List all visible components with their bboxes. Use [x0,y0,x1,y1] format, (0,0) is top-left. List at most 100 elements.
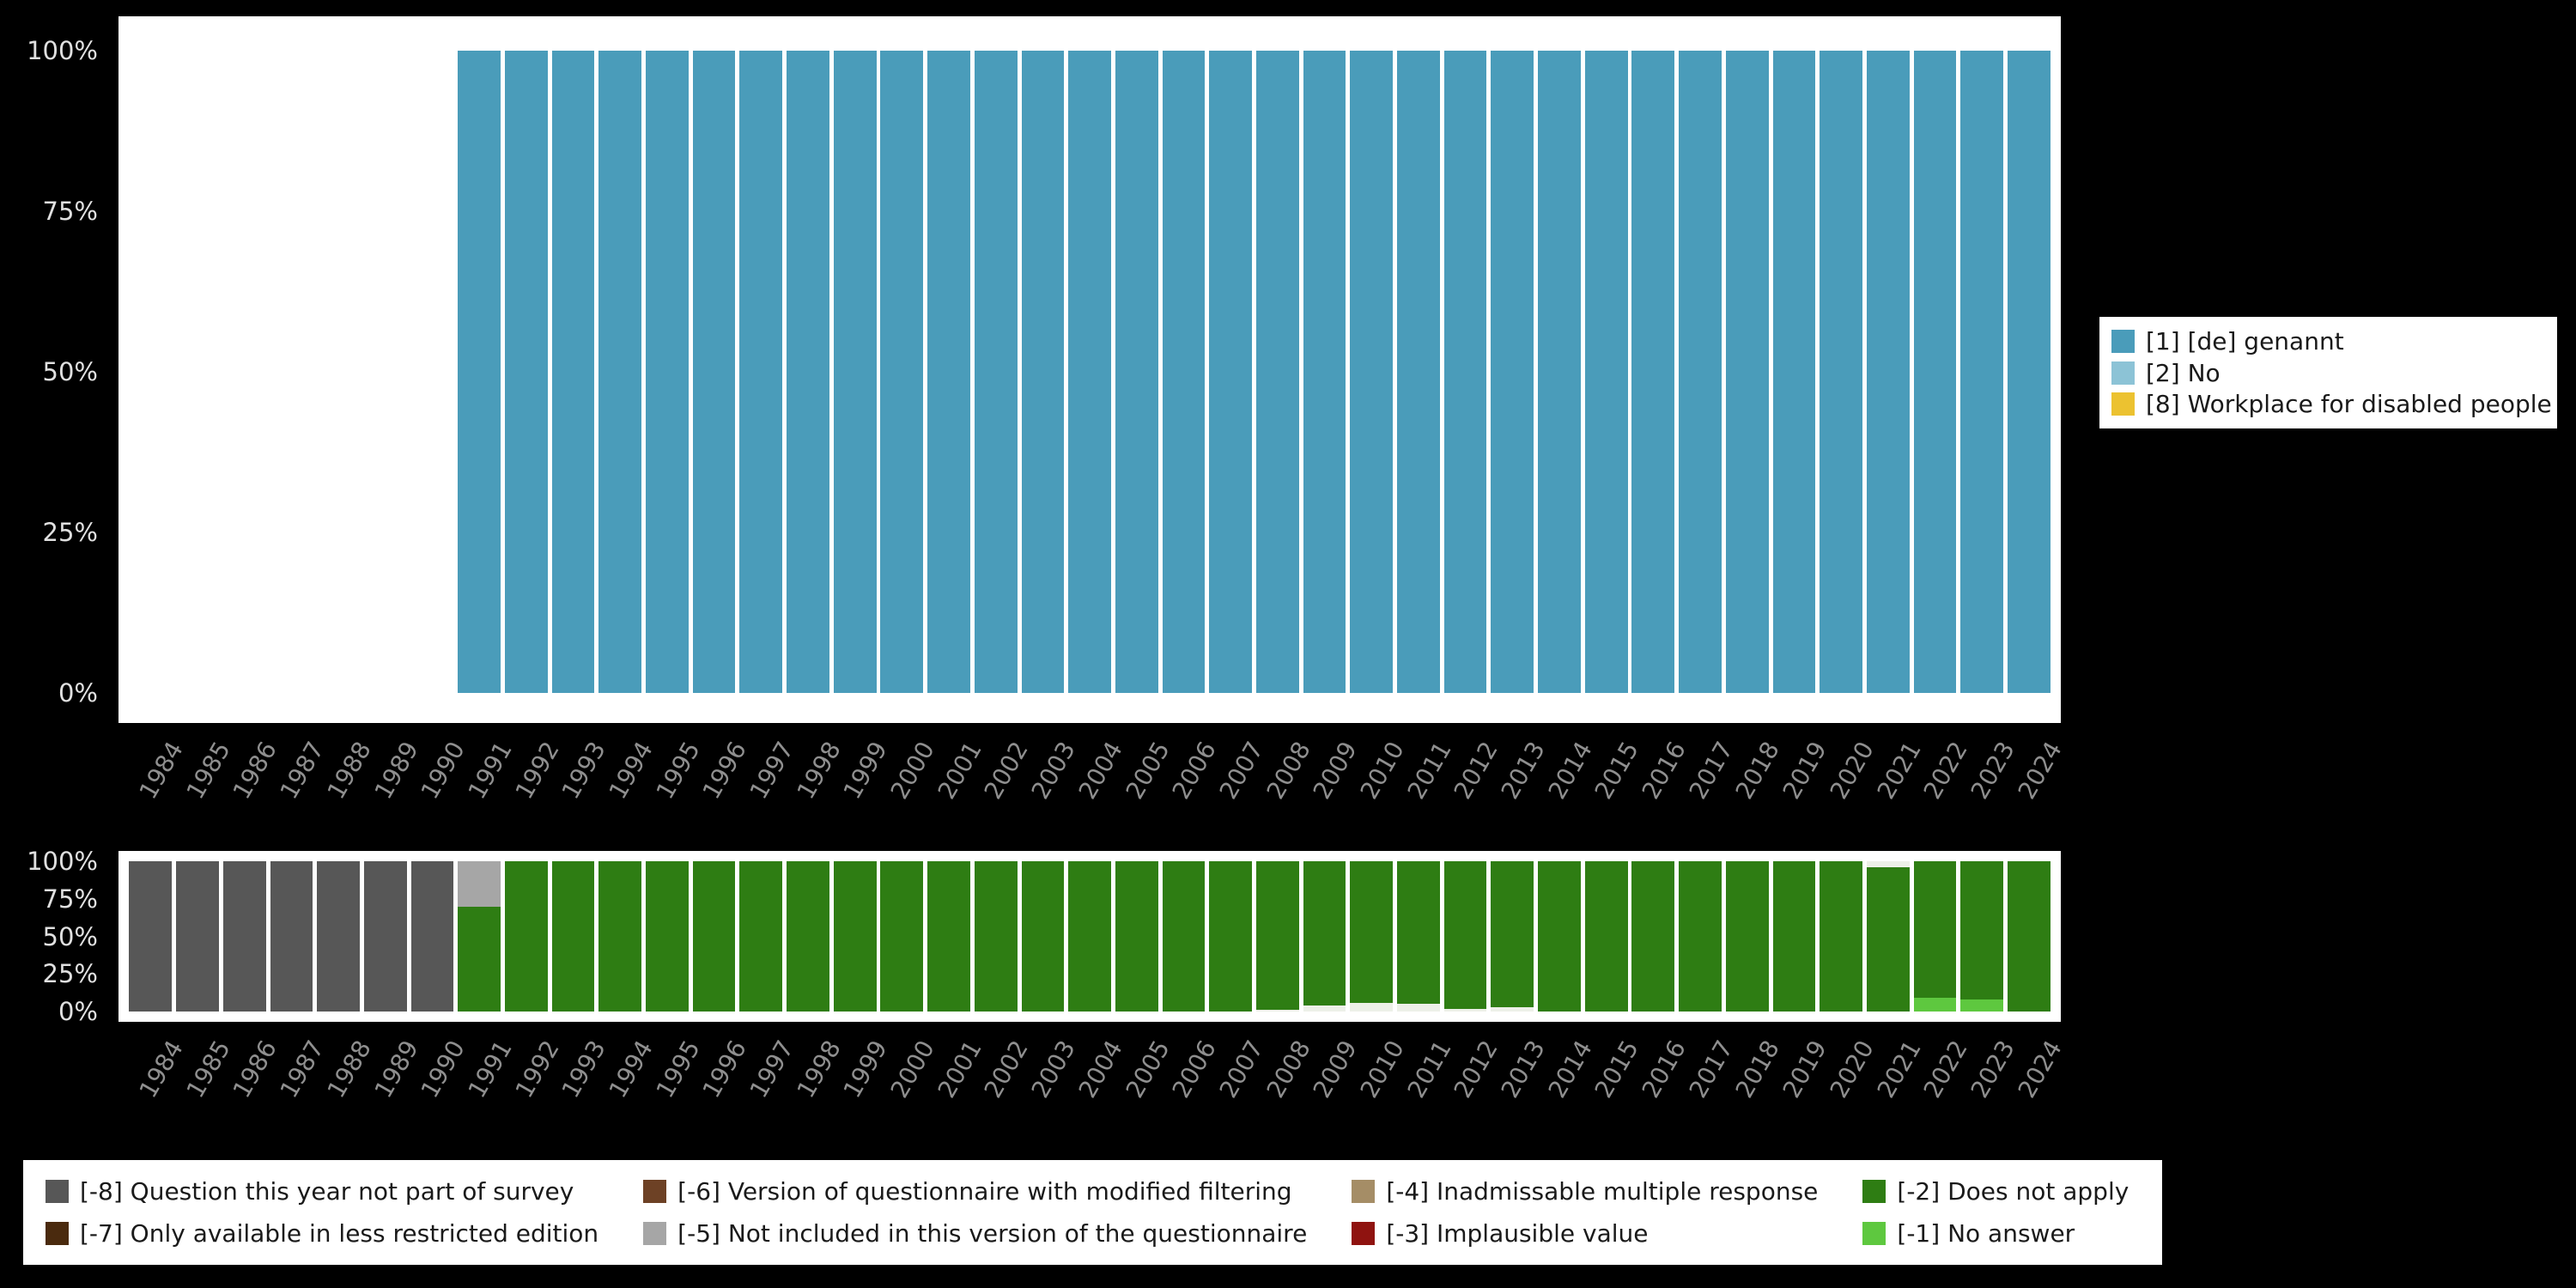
bar-segment-m2[interactable] [1631,861,1675,1012]
bar-segment-cat_1[interactable] [1443,51,1487,693]
bar-segment-m2[interactable] [1255,861,1299,1011]
bar-segment-m2[interactable] [646,861,689,1012]
bar-segment-cat_1[interactable] [1491,51,1534,693]
bar-2023[interactable] [1960,861,2004,1012]
bar-2012[interactable] [1443,861,1487,1012]
bar-segment-cat_1[interactable] [1255,51,1299,693]
bar-2001[interactable] [927,861,970,1012]
bar-segment-cat_1[interactable] [1866,51,1910,693]
legend-item-cat_8[interactable]: [8] Workplace for disabled people [2111,390,2552,418]
bar-segment-m2[interactable] [598,861,642,1012]
bar-1986[interactable] [222,861,266,1012]
bar-2014[interactable] [1538,51,1581,693]
bar-segment-m2[interactable] [1679,861,1722,1012]
bar-segment-cat_1[interactable] [1913,51,1957,693]
bar-segment-m2[interactable] [974,861,1018,1012]
bar-segment-m2[interactable] [1021,861,1065,1012]
bar-segment-m8[interactable] [363,861,407,1012]
bar-2007[interactable] [1209,861,1253,1012]
bar-segment-cat_1[interactable] [2007,51,2050,693]
bar-segment-m2[interactable] [1491,861,1534,1007]
bar-segment-cat_1[interactable] [787,51,829,693]
bar-segment-m2[interactable] [1820,861,1862,1012]
bar-1984[interactable] [129,861,173,1012]
bar-segment-cat_1[interactable] [598,51,642,693]
bar-segment-m2[interactable] [1725,861,1769,1012]
bar-segment-cat_1[interactable] [1538,51,1581,693]
bar-2016[interactable] [1631,51,1675,693]
bar-2009[interactable] [1303,51,1346,693]
bar-segment-m2[interactable] [1443,861,1487,1009]
bar-segment-cat_1[interactable] [1397,51,1440,693]
bar-segment-cat_1[interactable] [1631,51,1675,693]
bar-segment-valid[interactable] [1397,1004,1440,1012]
bar-segment-cat_1[interactable] [833,51,877,693]
bar-segment-m1[interactable] [1960,999,2004,1012]
legend-item-m6[interactable]: [-6] Version of questionnaire with modif… [643,1177,1307,1206]
bar-segment-m8[interactable] [222,861,266,1012]
bar-1992[interactable] [504,861,548,1012]
bar-1995[interactable] [646,51,689,693]
bar-segment-cat_1[interactable] [646,51,689,693]
bar-segment-cat_1[interactable] [1209,51,1253,693]
bar-segment-valid[interactable] [1866,861,1910,867]
bar-segment-m2[interactable] [1584,861,1628,1012]
bar-segment-cat_1[interactable] [551,51,595,693]
bar-segment-cat_1[interactable] [1115,51,1158,693]
bar-segment-valid[interactable] [1491,1006,1534,1012]
bar-2008[interactable] [1255,51,1299,693]
bar-segment-m2[interactable] [1209,861,1253,1012]
bar-2000[interactable] [880,51,924,693]
bar-segment-cat_1[interactable] [1679,51,1722,693]
bar-segment-cat_1[interactable] [1350,51,1394,693]
bar-2002[interactable] [974,861,1018,1012]
bar-2024[interactable] [2007,861,2050,1012]
bar-segment-m2[interactable] [1068,861,1111,1012]
bar-2010[interactable] [1350,861,1394,1012]
bar-2013[interactable] [1491,51,1534,693]
bar-1985[interactable] [176,861,219,1012]
bar-1991[interactable] [458,861,501,1012]
bar-segment-cat_1[interactable] [1068,51,1111,693]
bar-2003[interactable] [1021,861,1065,1012]
bar-1997[interactable] [739,861,783,1012]
bar-segment-m2[interactable] [880,861,924,1012]
bar-2005[interactable] [1115,861,1158,1012]
bar-segment-cat_1[interactable] [1772,51,1816,693]
legend-item-cat_2[interactable]: [2] No [2111,359,2545,387]
bar-segment-valid[interactable] [1443,1008,1487,1012]
bar-segment-m2[interactable] [504,861,548,1012]
bar-2019[interactable] [1772,861,1816,1012]
bar-segment-cat_1[interactable] [927,51,970,693]
legend-item-m7[interactable]: [-7] Only available in less restricted e… [46,1219,598,1248]
bar-1999[interactable] [833,861,877,1012]
bar-segment-cat_1[interactable] [692,51,736,693]
bar-segment-m2[interactable] [927,861,970,1012]
bar-segment-m2[interactable] [1913,861,1957,999]
bar-2022[interactable] [1913,51,1957,693]
bar-1992[interactable] [504,51,548,693]
bar-2004[interactable] [1068,51,1111,693]
bar-segment-m8[interactable] [176,861,219,1012]
bar-segment-cat_1[interactable] [1725,51,1769,693]
bar-segment-m2[interactable] [458,906,501,1012]
bar-1994[interactable] [598,51,642,693]
bar-2010[interactable] [1350,51,1394,693]
bar-1999[interactable] [833,51,877,693]
legend-item-m2[interactable]: [-2] Does not apply [1862,1177,2129,1206]
legend-item-m3[interactable]: [-3] Implausible value [1352,1219,1818,1248]
bar-1987[interactable] [270,861,313,1012]
bar-segment-cat_1[interactable] [739,51,783,693]
bar-2021[interactable] [1866,861,1910,1012]
bar-segment-valid[interactable] [1255,1010,1299,1012]
bar-2015[interactable] [1584,861,1628,1012]
bar-2023[interactable] [1960,51,2004,693]
bar-segment-cat_1[interactable] [1820,51,1862,693]
bar-2005[interactable] [1115,51,1158,693]
bar-2006[interactable] [1162,861,1206,1012]
bar-2016[interactable] [1631,861,1675,1012]
bar-1994[interactable] [598,861,642,1012]
bar-segment-m2[interactable] [1397,861,1440,1005]
bar-segment-cat_1[interactable] [458,51,501,693]
bar-2020[interactable] [1820,51,1862,693]
